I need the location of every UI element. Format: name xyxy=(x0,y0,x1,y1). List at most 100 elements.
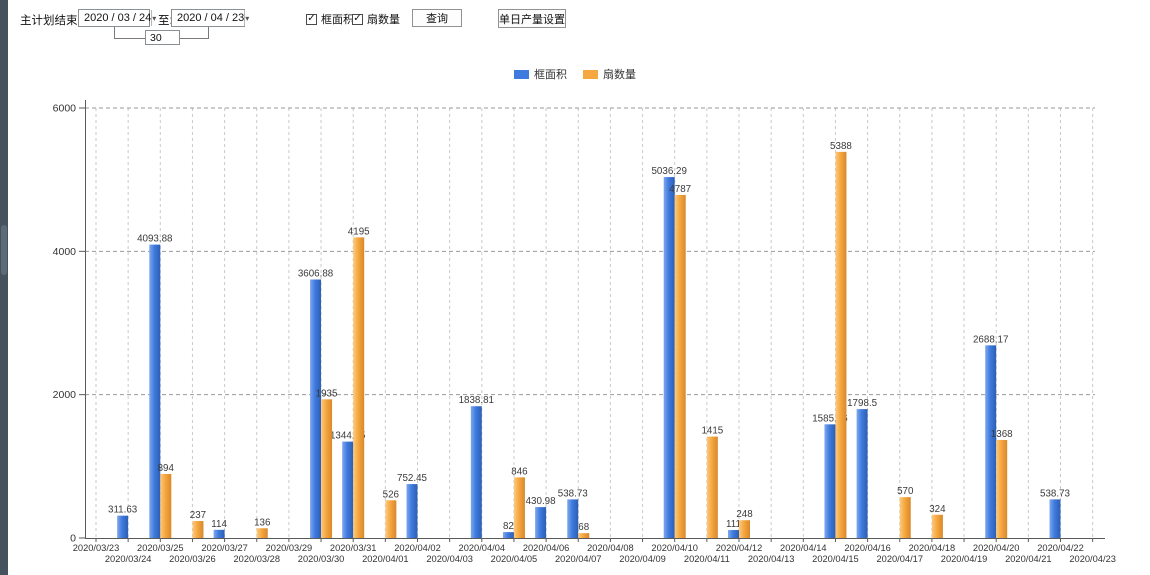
bar-value-label: 82 xyxy=(503,521,514,532)
bar-框面积-2020/04/12 xyxy=(728,530,739,538)
y-axis-tick-label: 4000 xyxy=(53,246,77,258)
bar-value-label: 1344.95 xyxy=(330,431,366,442)
daily-output-settings-button[interactable]: 单日产量设置 xyxy=(498,9,566,28)
side-panel-handle[interactable] xyxy=(1,225,7,275)
bar-扇数量-2020/03/30 xyxy=(321,399,333,538)
x-axis-date-label: 2020/04/20 xyxy=(973,543,1020,553)
bar-value-label: 526 xyxy=(383,489,400,500)
bar-value-label: 4093.88 xyxy=(137,234,173,245)
legend-label: 框面积 xyxy=(534,69,567,81)
bar-value-label: 846 xyxy=(511,466,528,477)
x-axis-date-label: 2020/03/28 xyxy=(233,554,280,564)
bar-value-label: 1368 xyxy=(991,429,1013,440)
bar-扇数量-2020/03/28 xyxy=(256,528,268,538)
bar-value-label: 752.45 xyxy=(397,473,428,484)
x-axis-date-label: 2020/04/11 xyxy=(684,554,730,564)
bar-value-label: 430.98 xyxy=(526,496,557,507)
query-button[interactable]: 查询 xyxy=(412,9,462,27)
checkmark-icon[interactable]: ✓ xyxy=(306,13,317,25)
bar-value-label: 538.73 xyxy=(558,488,589,499)
bar-扇数量-2020/04/10 xyxy=(674,194,686,538)
dropdown-arrow-icon[interactable]: ▾ xyxy=(151,10,157,26)
bar-扇数量-2020/04/18 xyxy=(931,514,943,538)
bar-value-label: 1798.5 xyxy=(847,398,878,409)
bar-框面积-2020/04/20 xyxy=(985,345,997,538)
bar-value-label: 1415 xyxy=(701,426,723,437)
bar-value-label: 114 xyxy=(211,519,227,530)
x-axis-date-label: 2020/04/17 xyxy=(876,554,923,564)
x-axis-date-label: 2020/04/14 xyxy=(780,543,827,553)
bar-value-label: 1935 xyxy=(316,388,338,399)
bar-扇数量-2020/03/26 xyxy=(192,521,204,538)
bar-框面积-2020/04/16 xyxy=(856,409,868,538)
x-axis-date-label: 2020/04/22 xyxy=(1037,543,1084,553)
bar-框面积-2020/04/10 xyxy=(663,177,675,538)
bar-扇数量-2020/04/20 xyxy=(996,439,1008,538)
x-axis-date-label: 2020/04/13 xyxy=(748,554,795,564)
connector-line xyxy=(208,27,209,39)
bar-框面积-2020/04/15 xyxy=(824,424,836,538)
bar-扇数量-2020/04/11 xyxy=(706,436,718,538)
bar-框面积-2020/03/31 xyxy=(342,441,354,538)
bar-扇数量-2020/04/12 xyxy=(739,520,750,538)
bar-value-label: 237 xyxy=(190,510,206,521)
bar-value-label: 894 xyxy=(158,463,175,474)
bar-value-label: 570 xyxy=(897,486,914,497)
bar-value-label: 4195 xyxy=(348,226,370,237)
span-days-input[interactable]: 30 xyxy=(145,30,180,45)
fan-count-checkbox[interactable]: ✓ 扇数量 xyxy=(352,11,400,27)
legend-swatch-icon xyxy=(583,69,598,79)
bar-框面积-2020/03/24 xyxy=(117,515,129,538)
bar-扇数量-2020/04/05 xyxy=(513,477,525,538)
x-axis-date-label: 2020/04/01 xyxy=(362,554,409,564)
legend-item-1: 扇数量 xyxy=(583,66,636,82)
legend-swatch-icon xyxy=(514,69,529,79)
bar-value-label: 538.73 xyxy=(1040,488,1071,499)
bar-扇数量-2020/04/17 xyxy=(899,497,911,538)
bar-扇数量-2020/04/15 xyxy=(835,151,847,539)
legend-label: 扇数量 xyxy=(603,69,636,81)
x-axis-date-label: 2020/04/15 xyxy=(812,554,859,564)
bar-框面积-2020/04/02 xyxy=(406,484,418,538)
dropdown-arrow-icon[interactable]: ▾ xyxy=(244,10,250,26)
bar-扇数量-2020/03/31 xyxy=(353,237,365,538)
to-label: 至: xyxy=(158,15,173,27)
bar-框面积-2020/04/22 xyxy=(1049,499,1061,538)
bar-value-label: 68 xyxy=(578,522,589,533)
date-to-picker[interactable]: 2020 / 04 / 23 ▾ xyxy=(171,9,250,27)
bar-框面积-2020/03/25 xyxy=(149,244,161,538)
connector-line xyxy=(114,38,145,39)
x-axis-date-label: 2020/04/23 xyxy=(1069,554,1116,564)
bar-value-label: 111 xyxy=(726,519,741,530)
bar-扇数量-2020/04/07 xyxy=(578,533,590,538)
x-axis-date-label: 2020/03/23 xyxy=(73,543,120,553)
bar-value-label: 4787 xyxy=(669,184,691,195)
bar-value-label: 5036.29 xyxy=(651,166,686,177)
checkmark-icon[interactable]: ✓ xyxy=(352,13,363,25)
x-axis-date-label: 2020/03/29 xyxy=(266,543,313,553)
bar-框面积-2020/04/06 xyxy=(535,507,547,538)
x-axis-date-label: 2020/03/26 xyxy=(169,554,216,564)
fan-count-checkbox-label: 扇数量 xyxy=(367,14,400,26)
bar-框面积-2020/03/30 xyxy=(310,279,322,538)
x-axis-date-label: 2020/04/03 xyxy=(426,554,473,564)
date-from-picker[interactable]: 2020 / 03 / 24 ▾ xyxy=(78,9,157,27)
connector-line xyxy=(180,38,209,39)
x-axis-date-label: 2020/04/21 xyxy=(1005,554,1052,564)
collapsed-side-panel[interactable] xyxy=(0,0,8,575)
chart-legend: 框面积 扇数量 xyxy=(0,66,1150,82)
legend-item-0: 框面积 xyxy=(514,66,567,82)
x-axis-date-label: 2020/04/05 xyxy=(491,554,538,564)
x-axis-date-label: 2020/04/08 xyxy=(587,543,634,553)
bar-框面积-2020/03/27 xyxy=(213,529,225,538)
x-axis-date-label: 2020/04/09 xyxy=(619,554,666,564)
bar-扇数量-2020/03/25 xyxy=(160,473,172,538)
x-axis-date-label: 2020/04/12 xyxy=(716,543,763,553)
frame-area-checkbox[interactable]: ✓ 框面积 xyxy=(306,11,354,27)
bar-value-label: 2688.17 xyxy=(973,334,1008,345)
bar-value-label: 1585.96 xyxy=(812,413,848,424)
y-axis-tick-label: 6000 xyxy=(53,103,77,115)
x-axis-date-label: 2020/03/31 xyxy=(330,543,377,553)
date-to-value: 2020 / 04 / 23 xyxy=(177,12,245,24)
